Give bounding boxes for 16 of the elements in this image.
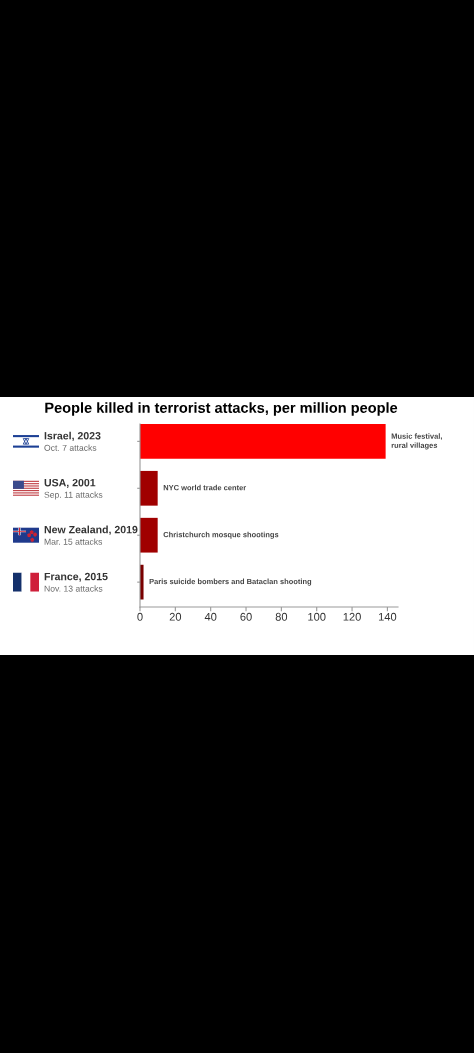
- x-tick-label: 80: [275, 612, 288, 621]
- bar: [140, 517, 158, 553]
- y-tick-label: Israel, 2023 Oct. 7 attacks: [44, 431, 101, 451]
- y-tick-label: New Zealand, 2019 Mar. 15 attacks: [44, 525, 138, 545]
- x-tick-label: 20: [169, 612, 182, 621]
- x-tick-label: 100: [308, 612, 326, 621]
- x-tick-label: 140: [378, 612, 397, 621]
- chart-title: People killed in terrorist attacks, per million people: [45, 402, 398, 416]
- y-tick-label: France, 2015 Nov. 13 attacks: [44, 572, 108, 592]
- x-tick-label: 40: [204, 612, 217, 621]
- x-tick-label: 60: [240, 612, 252, 621]
- x-tick-label: 120: [343, 612, 361, 621]
- bar: [140, 470, 158, 506]
- x-tick-label: 0: [137, 612, 143, 621]
- y-tick-label: USA, 2001 Sep. 11 attacks: [44, 478, 103, 500]
- bar: [140, 424, 386, 459]
